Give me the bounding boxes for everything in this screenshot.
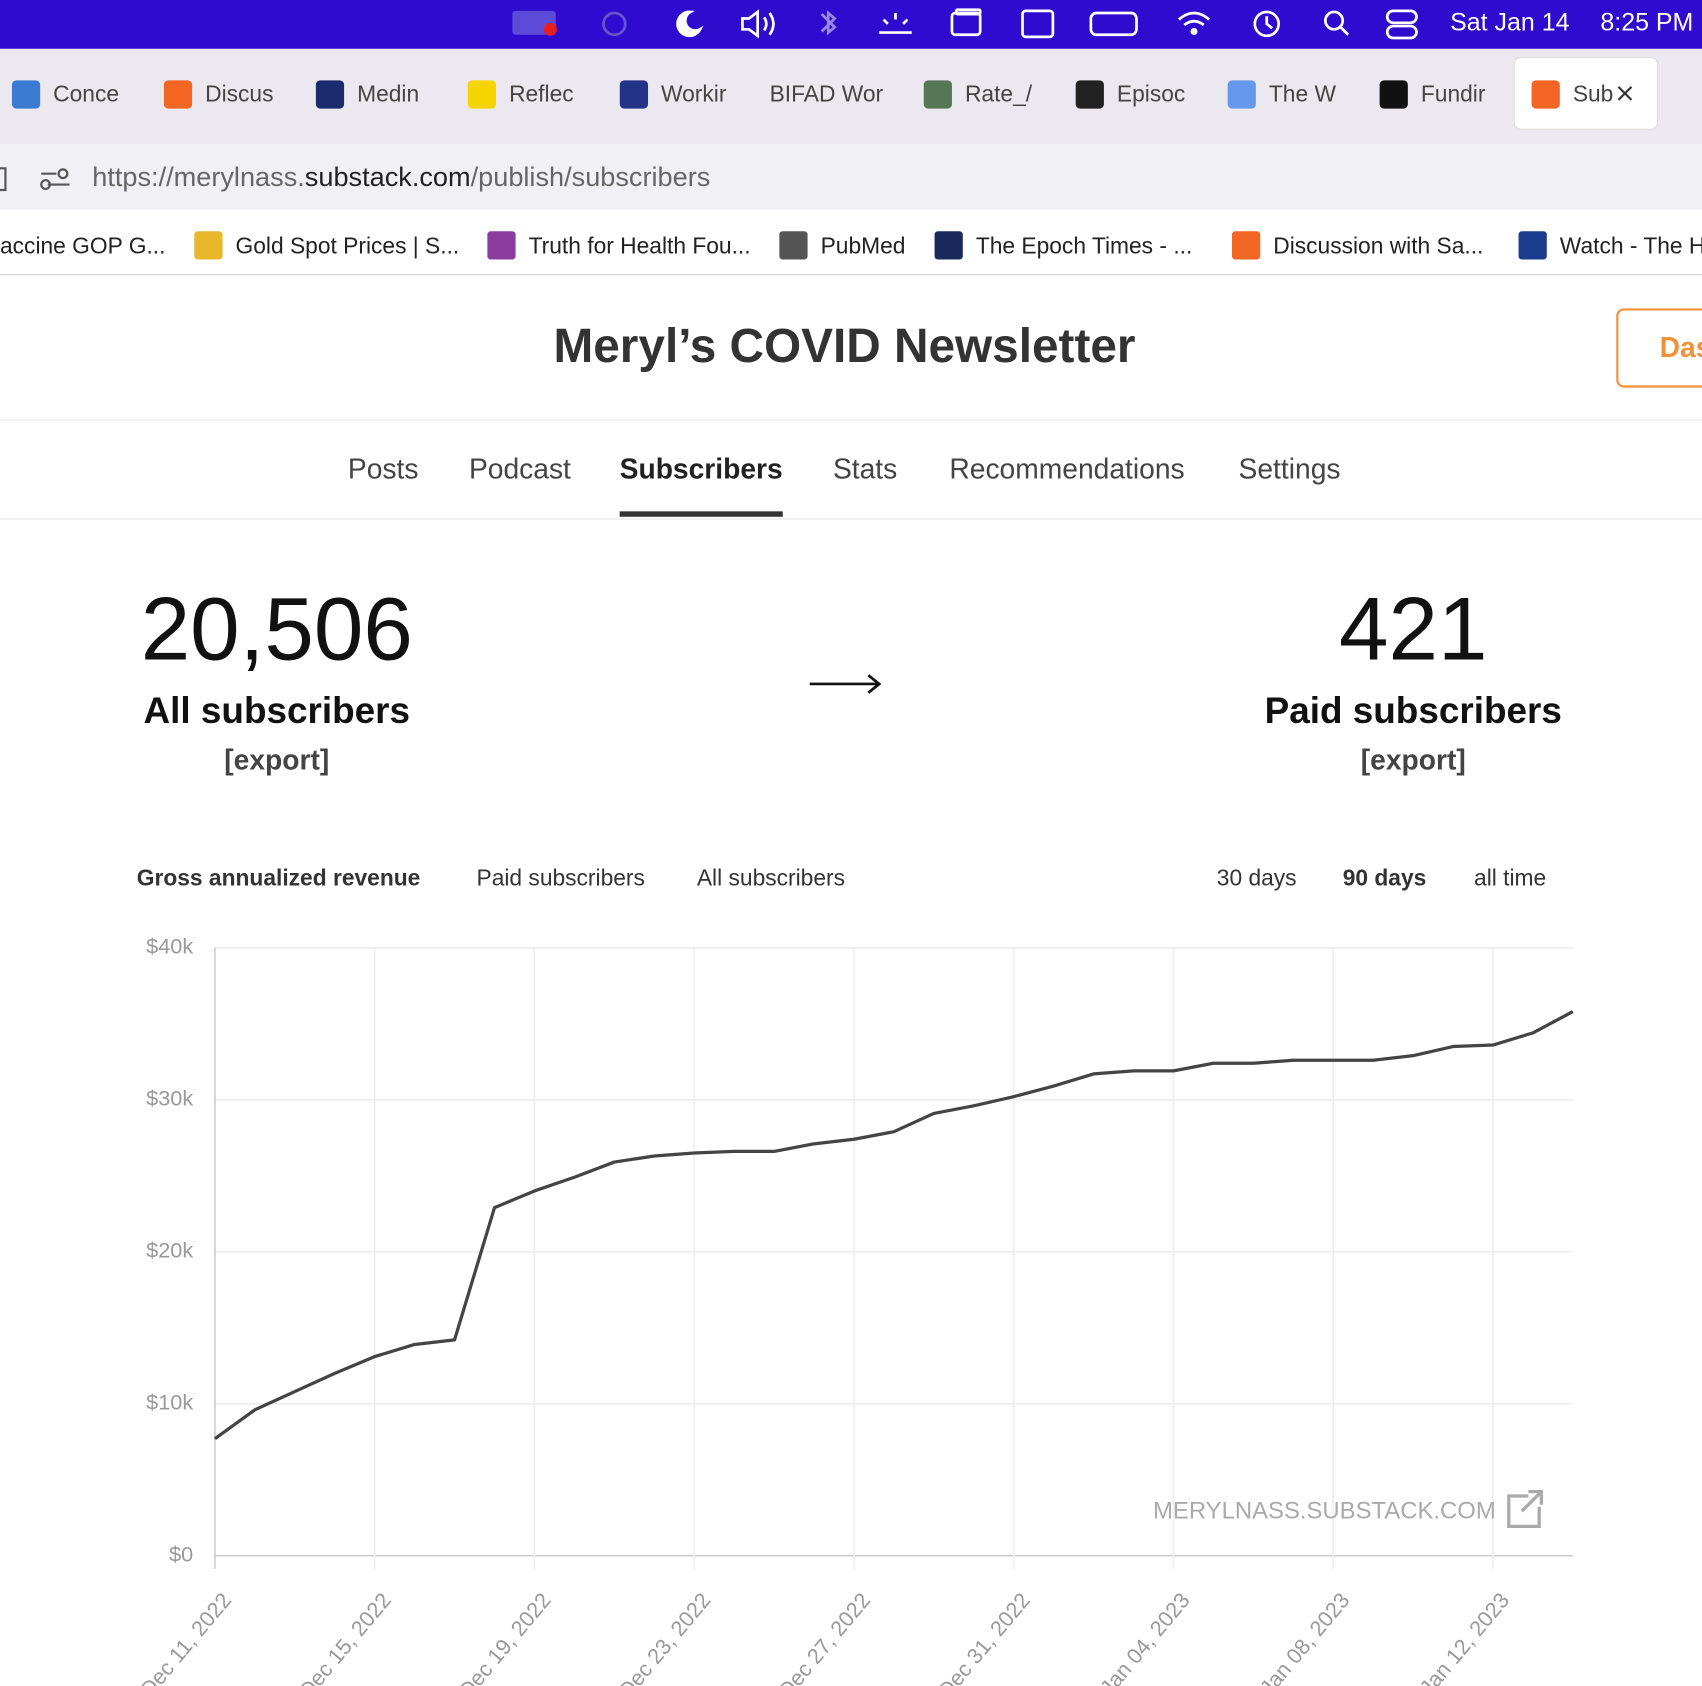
nav-item[interactable]: Settings	[1239, 453, 1341, 485]
y-tick-label: $30k	[146, 1085, 193, 1110]
stat-value: 421	[1339, 579, 1487, 679]
tab-title[interactable]: The W	[1269, 81, 1337, 107]
x-tick-label: Dec 27, 2022	[773, 1588, 875, 1686]
x-tick-label: Dec 19, 2022	[454, 1588, 556, 1686]
x-tick-label: Dec 15, 2022	[294, 1588, 396, 1686]
x-tick-label: Jan 08, 2023	[1255, 1588, 1355, 1686]
bookmark[interactable]: Watch - The H	[1560, 233, 1702, 259]
y-tick-label: $40k	[146, 933, 193, 958]
x-tick-label: Jan 04, 2023	[1095, 1588, 1195, 1686]
tabs: Conce Discus Medin Reflec Workir BIFAD Wor Rat…	[11, 56, 1659, 130]
status-icons	[512, 8, 1418, 40]
tab-title[interactable]: Reflec	[509, 81, 574, 107]
range-tab[interactable]: 30 days	[1217, 864, 1297, 890]
tab-icon	[315, 80, 345, 109]
metric-tab[interactable]: Gross annualized revenue	[137, 864, 421, 890]
x-tick-label: Jan 12, 2023	[1414, 1588, 1514, 1686]
nav-item[interactable]: Podcast	[469, 453, 571, 485]
x-tick-label: Dec 23, 2022	[613, 1588, 715, 1686]
menu-time: 8:25 PM	[1600, 8, 1693, 36]
tab-title[interactable]: Medin	[357, 81, 419, 107]
lock-icon	[0, 167, 7, 192]
tab-title[interactable]: Sub	[1573, 81, 1614, 107]
bookmark-icon	[1518, 231, 1547, 260]
url[interactable]: https://merylnass.substack.com/publish/s…	[92, 161, 710, 192]
bookmark[interactable]: Gold Spot Prices | S...	[236, 233, 460, 259]
revenue-line	[213, 1010, 1574, 1441]
external-link-icon[interactable]	[1507, 1490, 1543, 1529]
bookmark-icon	[487, 231, 516, 260]
bookmark-icon	[194, 231, 223, 260]
bookmark[interactable]: PubMed	[821, 233, 906, 259]
y-tick-label: $20k	[146, 1237, 193, 1262]
newsletter-title: Meryl’s COVID Newsletter	[553, 320, 1135, 373]
menu-bar	[0, 0, 1702, 49]
bookmarks: accine GOP G... Gold Spot Prices | S... Tr…	[0, 231, 1702, 260]
tab-icon	[1227, 80, 1256, 109]
url-path: /publish/subscribers	[471, 161, 711, 192]
arrow	[809, 674, 882, 694]
active-tab[interactable]	[1513, 56, 1659, 130]
stat-label: Paid subscribers	[1265, 690, 1562, 731]
nav-underline	[619, 511, 783, 517]
tab-title[interactable]: Discus	[205, 81, 273, 107]
bookmarks-bar	[0, 209, 1702, 275]
stat-label: All subscribers	[144, 690, 411, 731]
y-tick-label: $10k	[146, 1389, 193, 1414]
bookmark-icon	[934, 231, 963, 260]
tab-title[interactable]: Conce	[53, 81, 119, 107]
tab-icon	[923, 80, 952, 109]
x-tick-label: Dec 31, 2022	[933, 1588, 1035, 1686]
tab-title[interactable]: Episoc	[1117, 81, 1185, 107]
tab-icon	[163, 80, 193, 109]
bookmark[interactable]: Truth for Health Fou...	[529, 233, 751, 259]
tab-icon	[467, 80, 497, 109]
tab-strip	[0, 48, 1702, 145]
nav-item[interactable]: Recommendations	[949, 453, 1184, 485]
nav-item[interactable]: Subscribers	[620, 453, 783, 485]
y-tick-label: $0	[169, 1541, 193, 1566]
url-domain: substack.com	[305, 161, 471, 192]
url-bar	[0, 144, 1702, 210]
bookmark-icon	[779, 231, 808, 260]
tab-icon	[1379, 80, 1408, 109]
bookmark-icon	[1231, 231, 1261, 260]
dashboard-button-label: Das	[1660, 331, 1702, 363]
x-tick-label: Dec 11, 2022	[135, 1588, 236, 1686]
stat-value: 20,506	[141, 579, 413, 679]
chart: $0 $10k $20k $30k $40k Dec 11, 2022 Dec 15, 20…	[135, 933, 1574, 1686]
nav-item[interactable]: Posts	[348, 453, 419, 485]
tab-title[interactable]: BIFAD Wor	[770, 81, 884, 107]
tab-title[interactable]: Rate_/	[965, 81, 1033, 107]
bookmark[interactable]: Discussion with Sa...	[1273, 233, 1483, 259]
export-link[interactable]: [export]	[1361, 744, 1466, 776]
nav: Posts Podcast Subscribers Stats Recommendati…	[348, 453, 1341, 517]
range-tab[interactable]: 90 days	[1343, 864, 1427, 890]
tab-icon	[11, 80, 41, 109]
range-tab[interactable]: all time	[1474, 864, 1546, 890]
dashboard-button[interactable]	[1616, 308, 1702, 388]
tab-title[interactable]: Workir	[661, 81, 727, 107]
menu-date: Sat Jan 14	[1450, 8, 1569, 36]
export-link[interactable]: [export]	[224, 744, 329, 776]
tab-icon	[1531, 80, 1560, 109]
metric-tab[interactable]: All subscribers	[697, 864, 845, 890]
metric-tab[interactable]: Paid subscribers	[477, 864, 645, 890]
close-tab[interactable]	[1617, 86, 1633, 101]
nav-item[interactable]: Stats	[833, 453, 897, 485]
watermark: MERYLNASS.SUBSTACK.COM	[1153, 1498, 1496, 1525]
site-settings-icon	[40, 168, 70, 190]
tab-icon	[619, 80, 649, 109]
bookmark[interactable]: The Epoch Times - ...	[976, 233, 1192, 259]
tab-icon	[1075, 80, 1104, 109]
url-prefix: https://merylnass.	[92, 161, 305, 192]
chart-tabs: Gross annualized revenue Paid subscribers…	[137, 864, 1546, 890]
tab-title[interactable]: Fundir	[1421, 81, 1486, 107]
bookmark[interactable]: accine GOP G...	[0, 233, 165, 259]
